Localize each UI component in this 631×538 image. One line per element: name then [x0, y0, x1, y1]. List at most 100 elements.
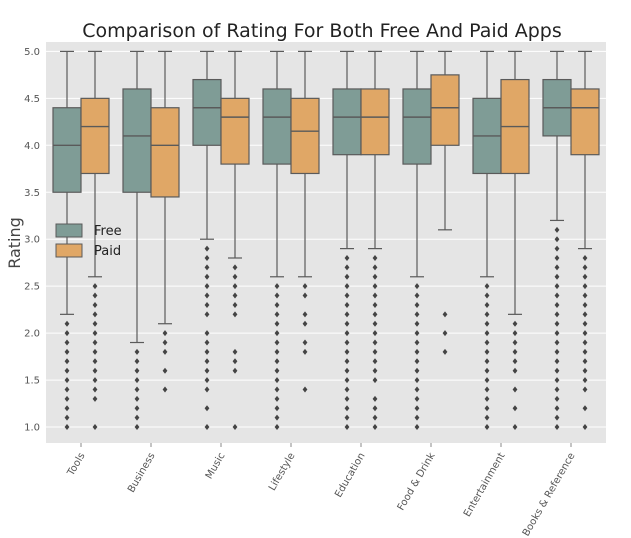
outlier-point	[414, 348, 420, 355]
outlier-point	[92, 386, 98, 393]
chart-title: Comparison of Rating For Both Free And P…	[82, 20, 562, 42]
outlier-point	[232, 292, 238, 299]
outlier-point	[274, 386, 280, 393]
x-tick-label: Food & Drink	[396, 451, 438, 513]
outlier-point	[274, 348, 280, 355]
legend-label-paid: Paid	[94, 244, 121, 259]
outlier-point	[232, 301, 238, 308]
x-tick-labels: Tools Business Music Lifestyle Education Food…	[65, 451, 577, 538]
outlier-point	[204, 367, 210, 374]
outlier-point	[274, 405, 280, 412]
outlier-point	[134, 424, 140, 431]
outlier-point	[204, 424, 210, 431]
outlier-point	[274, 424, 280, 431]
outlier-point	[274, 283, 280, 290]
outlier-point	[344, 273, 350, 280]
legend-label-free: Free	[94, 224, 122, 239]
outlier-point	[372, 367, 378, 374]
x-tick-label: Music	[204, 451, 228, 481]
y-tick-label: 3.5	[24, 188, 40, 199]
outlier-point	[372, 292, 378, 299]
outlier-point	[344, 405, 350, 412]
outlier-point	[204, 339, 210, 346]
outlier-point	[442, 330, 448, 337]
outlier-point	[162, 386, 168, 393]
box-iqr	[192, 78, 222, 146]
outlier-point	[232, 348, 238, 355]
outlier-point	[232, 264, 238, 271]
outlier-point	[372, 348, 378, 355]
x-tick-label: Lifestyle	[267, 451, 298, 493]
outlier-point	[204, 311, 210, 318]
outlier-point	[204, 377, 210, 384]
outlier-point	[302, 339, 308, 346]
outlier-point	[484, 377, 490, 384]
box-iqr	[360, 88, 390, 156]
outlier-point	[554, 348, 560, 355]
box-iqr	[570, 88, 600, 156]
outlier-point	[372, 283, 378, 290]
box-paid	[360, 50, 390, 431]
outlier-point	[372, 377, 378, 384]
outlier-point	[484, 424, 490, 431]
outlier-point	[344, 358, 350, 365]
outlier-point	[372, 424, 378, 431]
outlier-point	[484, 283, 490, 290]
outlier-point	[92, 424, 98, 431]
outlier-point	[554, 236, 560, 243]
box-free	[542, 50, 572, 431]
box-free	[122, 50, 152, 431]
box-iqr	[402, 88, 432, 165]
outlier-point	[512, 386, 518, 393]
outlier-point	[204, 264, 210, 271]
outlier-point	[372, 311, 378, 318]
outlier-point	[554, 226, 560, 233]
outlier-point	[274, 339, 280, 346]
outlier-point	[414, 283, 420, 290]
outlier-point	[372, 320, 378, 327]
outlier-point	[232, 283, 238, 290]
y-tick-label: 3.0	[24, 235, 40, 246]
outlier-point	[414, 367, 420, 374]
outlier-point	[554, 254, 560, 261]
outlier-point	[302, 320, 308, 327]
outlier-point	[204, 348, 210, 355]
outlier-point	[372, 301, 378, 308]
outlier-point	[134, 358, 140, 365]
outlier-point	[512, 348, 518, 355]
outlier-point	[484, 414, 490, 421]
box-iqr	[80, 97, 110, 175]
outlier-point	[554, 424, 560, 431]
outlier-point	[554, 283, 560, 290]
outlier-point	[92, 377, 98, 384]
outlier-point	[512, 424, 518, 431]
outlier-point	[232, 358, 238, 365]
outlier-point	[554, 358, 560, 365]
outlier-point	[484, 292, 490, 299]
outlier-point	[554, 339, 560, 346]
outlier-point	[414, 395, 420, 402]
outlier-point	[64, 405, 70, 412]
outlier-point	[162, 367, 168, 374]
outlier-point	[582, 358, 588, 365]
outlier-point	[274, 377, 280, 384]
box-paid	[290, 50, 320, 393]
outlier-point	[344, 320, 350, 327]
outlier-point	[442, 311, 448, 318]
outlier-point	[162, 339, 168, 346]
outlier-point	[232, 311, 238, 318]
outlier-point	[344, 311, 350, 318]
outlier-point	[554, 320, 560, 327]
outlier-point	[302, 386, 308, 393]
outlier-point	[204, 358, 210, 365]
outlier-point	[232, 424, 238, 431]
outlier-point	[554, 414, 560, 421]
outlier-point	[302, 292, 308, 299]
outlier-point	[414, 301, 420, 308]
outlier-point	[512, 339, 518, 346]
box-iqr	[332, 88, 362, 156]
outlier-point	[414, 386, 420, 393]
outlier-point	[134, 414, 140, 421]
x-tick-label: Education	[333, 451, 367, 500]
